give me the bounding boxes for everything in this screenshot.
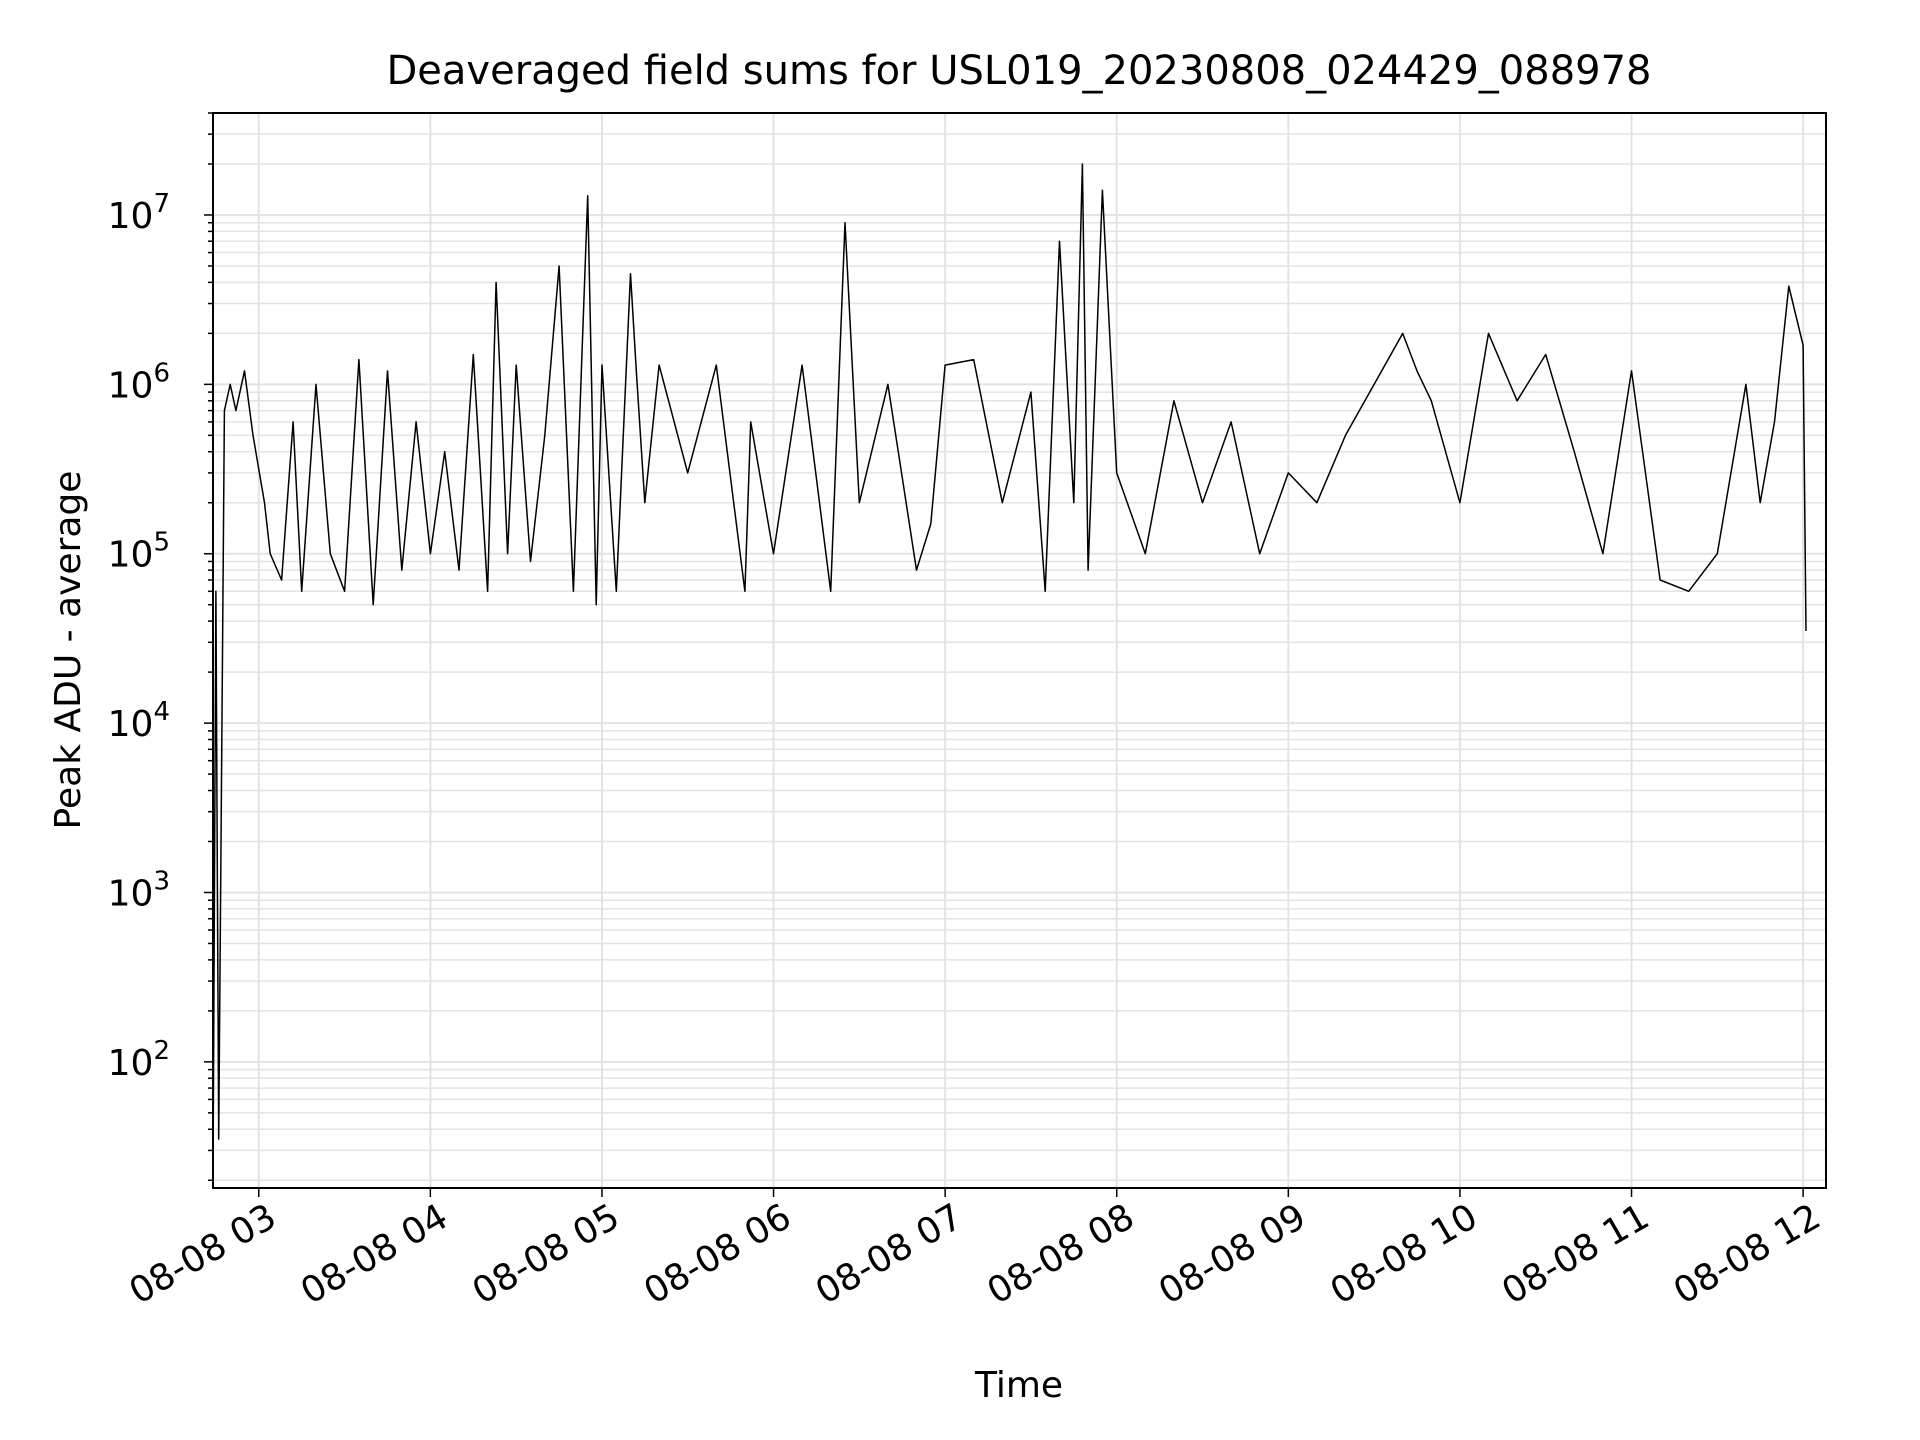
chart-title: Deaveraged field sums for USL019_2023080… (387, 48, 1652, 94)
y-axis-ticks: 102 103 104 105 106 107 (108, 112, 213, 1181)
y-tick-label: 107 (108, 189, 170, 237)
x-tick-label: 08-08 07 (809, 1196, 970, 1312)
x-tick-label: 08-08 05 (466, 1196, 627, 1312)
x-tick-label: 08-08 10 (1324, 1196, 1485, 1312)
x-tick-label: 08-08 11 (1495, 1196, 1656, 1312)
y-axis-label: Peak ADU - average (48, 471, 89, 830)
y-tick-label: 105 (108, 528, 170, 576)
x-tick-label: 08-08 08 (981, 1196, 1142, 1312)
x-axis-label: Time (974, 1365, 1063, 1406)
x-axis-ticks: 08-08 03 08-08 04 08-08 05 08-08 06 08-08 07… (123, 1188, 1828, 1313)
series-line (212, 163, 1807, 1181)
x-tick-label: 08-08 04 (294, 1196, 455, 1312)
y-tick-label: 102 (108, 1036, 170, 1084)
x-tick-label: 08-08 09 (1152, 1196, 1313, 1312)
x-tick-label: 08-08 03 (123, 1196, 284, 1312)
plot-frame (212, 112, 1827, 1189)
y-tick-label: 103 (108, 866, 170, 914)
y-tick-label: 106 (108, 358, 170, 406)
x-tick-label: 08-08 06 (637, 1196, 798, 1312)
series-layer (212, 163, 1807, 1181)
x-tick-label: 08-08 12 (1667, 1196, 1828, 1312)
grid (213, 112, 1826, 1188)
y-tick-label: 104 (108, 697, 170, 745)
